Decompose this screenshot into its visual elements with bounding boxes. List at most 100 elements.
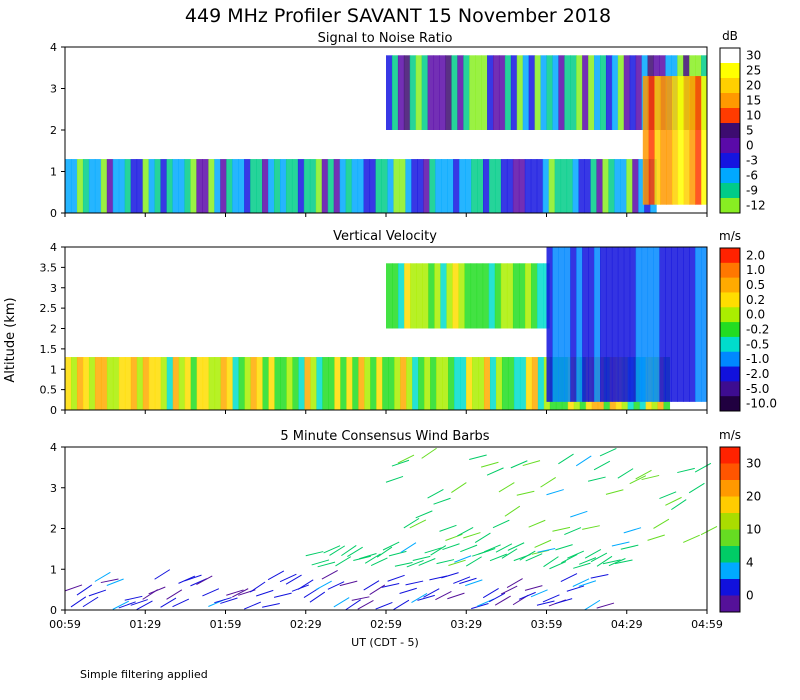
wind-barb-mark [323, 545, 341, 554]
colorbar-swatch [720, 579, 740, 596]
wind-barb-mark [297, 579, 314, 590]
wind-barb-mark [347, 546, 363, 558]
heatmap-cell [452, 263, 460, 329]
y-tick-label: 4 [50, 241, 57, 254]
heatmap-cell [512, 159, 520, 213]
heatmap-cell [238, 159, 245, 213]
heatmap-cell [190, 159, 197, 213]
colorbar-swatch [720, 292, 740, 308]
heatmap-cell [453, 159, 460, 213]
wind-barb-mark [214, 597, 232, 604]
heatmap-cell [500, 159, 508, 213]
heatmap-cell [388, 357, 395, 410]
heatmap-cell [552, 247, 559, 402]
colorbar-label: 20 [746, 79, 761, 93]
heatmap-cell [363, 159, 371, 213]
heatmap-cell [665, 247, 672, 402]
heatmap-cell [488, 159, 496, 213]
heatmap-cell [392, 263, 399, 329]
colorbar-unit: m/s [719, 229, 741, 243]
heatmap-cell [478, 357, 485, 410]
wind-barb-mark [611, 541, 630, 547]
heatmap-cell [262, 357, 270, 410]
heatmap-cell [429, 159, 436, 213]
wind-barb-mark [454, 555, 472, 563]
x-tick-label: 01:59 [210, 618, 242, 631]
colorbar-frame [719, 446, 741, 613]
wind-barb-mark [453, 576, 471, 584]
heatmap-cell [459, 159, 466, 213]
heatmap-cell [531, 357, 539, 410]
wind-barb-mark [659, 491, 677, 499]
wind-barb-mark [202, 588, 220, 597]
colorbar-unit: m/s [719, 428, 741, 442]
wind-barb-mark [124, 595, 143, 601]
wind-barb-mark [477, 548, 496, 555]
wind-barb-mark [321, 569, 338, 580]
wind-barb-mark [492, 519, 510, 529]
wind-barb-mark [333, 597, 350, 608]
wind-barb-mark [273, 592, 292, 598]
heatmap-cell [65, 159, 72, 213]
heatmap-cell [436, 357, 443, 410]
colorbar-label: 25 [746, 64, 761, 78]
filter-note: Simple filtering applied [80, 668, 208, 681]
wind-barb-mark [406, 559, 424, 568]
heatmap-cell [564, 55, 571, 130]
heatmap-cell [476, 263, 484, 329]
colorbar-swatch [720, 138, 740, 154]
colorbar-swatch [720, 277, 740, 293]
wind-barb-mark [391, 459, 410, 467]
heatmap-cell [202, 357, 210, 410]
heatmap-cell [160, 159, 168, 213]
wind-barb-mark [688, 482, 705, 494]
heatmap-cell [689, 76, 696, 205]
wind-barb-mark [465, 556, 482, 567]
heatmap-cell [297, 159, 305, 213]
colorbar-frame [719, 247, 741, 412]
heatmap-cell [548, 159, 556, 213]
heatmap-cell [570, 247, 577, 402]
wind-barb-mark [596, 555, 613, 567]
heatmap-cell [220, 159, 227, 213]
heatmap-cell [439, 55, 446, 130]
heatmap-cell [576, 55, 583, 130]
colorbar-label: 0 [746, 139, 754, 153]
wind-barb-mark [448, 559, 466, 566]
heatmap-cell [518, 159, 526, 213]
heatmap-cell [617, 55, 625, 130]
y-tick-label: 3 [50, 83, 57, 96]
heatmap-cell [423, 159, 430, 213]
heatmap-cell [537, 357, 545, 410]
heatmap-cell [632, 159, 639, 213]
heatmap-cell [522, 55, 530, 130]
heatmap-cell [279, 159, 287, 213]
heatmap-cell [358, 357, 365, 410]
heatmap-cell [415, 55, 423, 130]
heatmap-cell [506, 263, 514, 329]
heatmap-cell [328, 357, 335, 410]
heatmap-cell [298, 357, 305, 410]
wind-barb-mark [584, 599, 601, 611]
wind-barb-mark [504, 505, 521, 517]
wind-barb-mark [543, 556, 559, 568]
heatmap-cell [641, 247, 649, 402]
heatmap-cell [417, 159, 424, 213]
colorbar-label: 30 [746, 457, 761, 471]
colorbar-unit: dB [722, 29, 738, 43]
wind-barb-mark [694, 462, 712, 473]
heatmap-cell [600, 247, 607, 402]
y-tick-label: 2 [50, 124, 57, 137]
heatmap-cell [600, 55, 607, 130]
heatmap-cell [695, 76, 702, 205]
heatmap-cell [666, 76, 673, 205]
heatmap-cell [430, 357, 437, 410]
heatmap-cell [88, 159, 96, 213]
colorbar-swatch [720, 108, 740, 124]
heatmap-cell [286, 357, 293, 410]
wind-barb-mark [421, 447, 437, 459]
colorbar-label: 15 [746, 94, 761, 108]
wind-barb-mark [542, 594, 560, 603]
heatmap-cell [82, 357, 90, 410]
